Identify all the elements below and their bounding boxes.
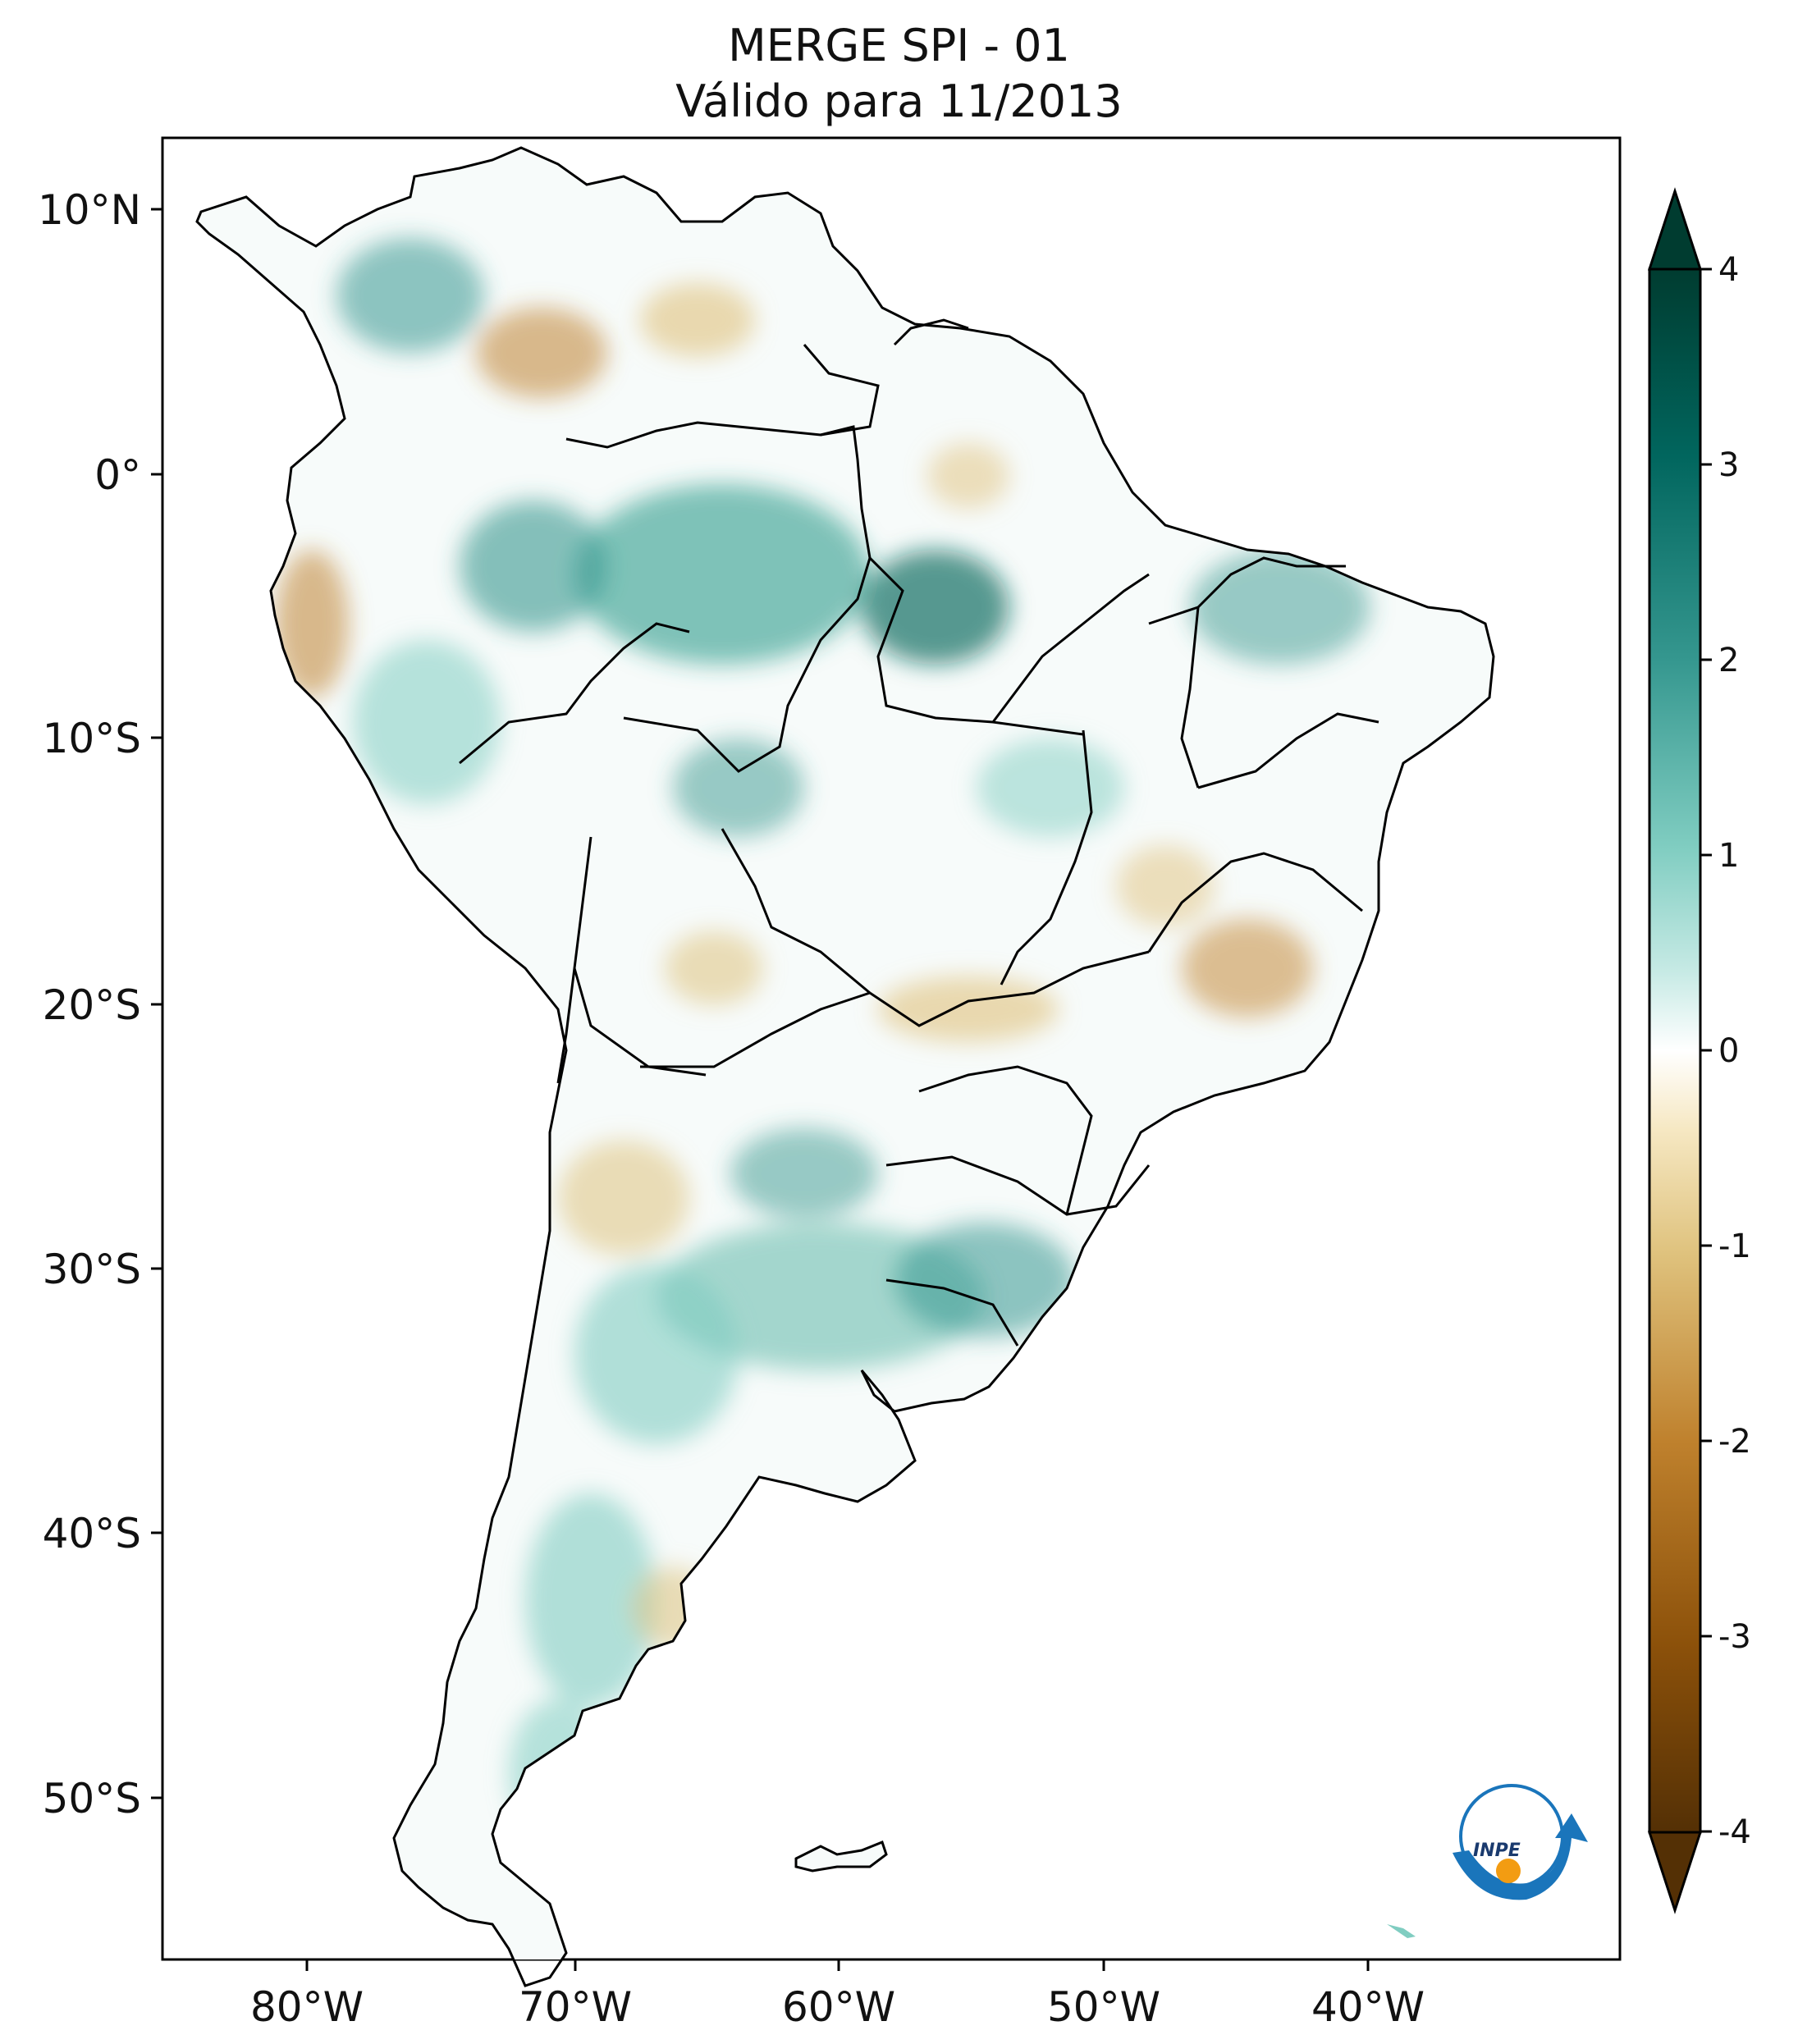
latitude-axis: 10°N 0° 10°S 20°S 30°S 40°S 50°S	[38, 186, 162, 1822]
lon-tick-label: 40°W	[1311, 1983, 1425, 2031]
lon-tick-label: 80°W	[250, 1983, 364, 2031]
colorbar-tick-label: 3	[1718, 446, 1739, 484]
falkland-islands	[794, 1841, 888, 1873]
lat-tick-label: 0°	[94, 451, 141, 499]
inpe-logo-text: INPE	[1473, 1841, 1521, 1861]
colorbar-tick-label: 2	[1718, 642, 1739, 679]
lon-tick-label: 70°W	[519, 1983, 632, 2031]
map-title-line2: Válido para 11/2013	[675, 75, 1123, 127]
colorbar-tick-label: -4	[1718, 1813, 1751, 1851]
colorbar-tick-label: -1	[1718, 1228, 1751, 1265]
lat-tick-label: 30°S	[43, 1246, 141, 1293]
colorbar-tick-label: 0	[1718, 1032, 1739, 1070]
lat-tick-label: 10°N	[38, 186, 141, 234]
colorbar-tick-label: -2	[1718, 1423, 1751, 1461]
inpe-logo-icon: INPE	[1453, 1784, 1588, 1900]
lat-tick-label: 20°S	[43, 981, 141, 1029]
colorbar-tick-label: 4	[1718, 251, 1739, 289]
lat-tick-label: 10°S	[43, 715, 141, 762]
political-borders	[459, 318, 1379, 1347]
colorbar-tick-label: -3	[1718, 1618, 1751, 1656]
longitude-axis: 80°W 70°W 60°W 50°W 40°W	[250, 1959, 1425, 2031]
colorbar-gradient	[1648, 268, 1702, 1834]
lon-tick-label: 60°W	[782, 1983, 895, 2031]
lat-tick-label: 40°S	[43, 1510, 141, 1557]
colorbar-tick-label: 1	[1718, 837, 1739, 875]
map-title-line1: MERGE SPI - 01	[728, 20, 1070, 71]
lon-tick-label: 50°W	[1047, 1983, 1160, 2031]
colorbar-bottom-arrow	[1647, 1831, 1703, 1914]
south-georgia	[1387, 1924, 1416, 1938]
colorbar: 4 3 2 1 0 -1 -2 -3 -4	[1647, 187, 1751, 1914]
colorbar-top-arrow	[1647, 187, 1703, 271]
lat-tick-label: 50°S	[43, 1775, 141, 1822]
